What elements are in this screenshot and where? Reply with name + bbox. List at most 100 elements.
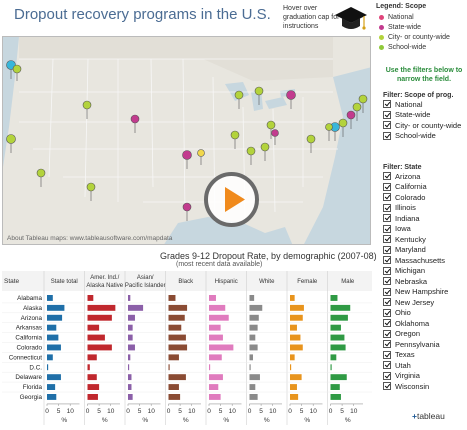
checkbox-checked-icon[interactable] (383, 100, 391, 109)
state-filter-option[interactable]: Oklahoma (383, 318, 467, 329)
state-filter-option[interactable]: Maryland (383, 245, 467, 256)
data-bar (47, 384, 56, 390)
tableau-logo[interactable]: +tableau (412, 411, 445, 421)
checkbox-checked-icon[interactable] (383, 277, 391, 286)
x-tick-label: 5 (57, 408, 61, 415)
checkbox-checked-icon[interactable] (383, 340, 391, 349)
x-tick-label: 5 (97, 408, 101, 415)
state-filter-option[interactable]: Oregon (383, 329, 467, 340)
state-filter-option[interactable]: Virginia (383, 371, 467, 382)
scope-filter-option[interactable]: State-wide (383, 110, 467, 121)
x-tick-label: 0 (329, 408, 333, 415)
state-filter-option[interactable]: New Jersey (383, 297, 467, 308)
play-icon (225, 187, 245, 212)
checkbox-checked-icon[interactable] (383, 214, 391, 223)
x-tick-label: 10 (310, 408, 318, 415)
data-bar (330, 334, 345, 341)
data-bar (128, 344, 135, 351)
state-filter-option[interactable]: Texas (383, 350, 467, 361)
filter-hint: Use the filters below to narrow the fiel… (385, 67, 463, 83)
checkbox-checked-icon[interactable] (383, 110, 391, 119)
checkbox-checked-icon[interactable] (383, 382, 391, 391)
checkbox-checked-icon[interactable] (383, 350, 391, 359)
scope-filter-option[interactable]: City- or county-wide (383, 120, 467, 131)
checkbox-checked-icon[interactable] (383, 319, 391, 328)
scope-filter-option[interactable]: School-wide (383, 131, 467, 142)
data-bar (290, 374, 302, 381)
state-filter-option[interactable]: Illinois (383, 203, 467, 214)
x-axis-unit: % (304, 417, 310, 424)
data-bar (290, 334, 301, 341)
series-header-label: Asian/ (137, 275, 154, 281)
program-map[interactable]: About Tableau maps: www.tableausoftware.… (2, 36, 371, 245)
scope-option-label: National (395, 99, 423, 109)
x-tick-label: 10 (269, 408, 277, 415)
state-filter-option[interactable]: Ohio (383, 308, 467, 319)
data-bar (249, 354, 253, 361)
state-row-label: Alaska (23, 305, 42, 312)
checkbox-checked-icon[interactable] (383, 193, 391, 202)
checkbox-checked-icon[interactable] (383, 245, 391, 254)
data-bar (330, 304, 351, 311)
state-filter-option[interactable]: Iowa (383, 224, 467, 235)
state-filter-option[interactable]: Arizona (383, 171, 467, 182)
data-bar (47, 364, 49, 371)
data-bar (209, 324, 221, 331)
data-bar (290, 304, 304, 311)
state-filter-option[interactable]: Utah (383, 360, 467, 371)
state-filter-option[interactable]: Massachusetts (383, 255, 467, 266)
state-option-label: Maryland (395, 245, 426, 255)
data-bar (47, 344, 61, 351)
state-filter-option[interactable]: Michigan (383, 266, 467, 277)
legend-title: Legend: Scope (376, 3, 427, 10)
data-bar (209, 314, 229, 321)
checkbox-checked-icon[interactable] (383, 224, 391, 233)
state-filter-option[interactable]: Wisconsin (383, 381, 467, 392)
data-bar (330, 295, 338, 301)
state-filter-option[interactable]: New Hampshire (383, 287, 467, 298)
scope-legend: Legend: Scope National State-wide City- … (376, 3, 467, 52)
state-filter-option[interactable]: Indiana (383, 213, 467, 224)
state-filter-option[interactable]: Pennsylvania (383, 339, 467, 350)
state-option-label: Illinois (395, 203, 416, 213)
checkbox-checked-icon[interactable] (383, 235, 391, 244)
state-option-label: New Hampshire (395, 287, 449, 297)
map-credit-link[interactable]: About Tableau maps: www.tableausoftware.… (7, 235, 173, 242)
state-filter-option[interactable]: Kentucky (383, 234, 467, 245)
data-bar (330, 384, 340, 390)
state-filter-option[interactable]: Nebraska (383, 276, 467, 287)
checkbox-checked-icon[interactable] (383, 329, 391, 338)
state-filter-title: Filter: State (383, 164, 422, 171)
x-tick-label: 5 (219, 408, 223, 415)
checkbox-checked-icon[interactable] (383, 172, 391, 181)
checkbox-checked-icon[interactable] (383, 266, 391, 275)
x-tick-label: 10 (107, 408, 115, 415)
checkbox-checked-icon[interactable] (383, 361, 391, 370)
checkbox-checked-icon[interactable] (383, 121, 391, 130)
series-header-label: Alaska Native (86, 283, 123, 289)
checkbox-checked-icon[interactable] (383, 131, 391, 140)
data-bar (290, 314, 303, 321)
state-filter-option[interactable]: California (383, 182, 467, 193)
graduation-cap-icon[interactable] (334, 4, 368, 34)
checkbox-checked-icon[interactable] (383, 256, 391, 265)
state-option-label: Ohio (395, 308, 411, 318)
state-filter-option[interactable]: Colorado (383, 192, 467, 203)
data-bar (128, 354, 131, 361)
state-option-label: Colorado (395, 192, 426, 202)
series-header-label: Hispanic (215, 279, 238, 285)
play-button[interactable] (204, 172, 259, 227)
data-bar (128, 334, 133, 341)
checkbox-checked-icon[interactable] (383, 203, 391, 212)
scope-filter: Filter: Scope of prog. National State-wid… (383, 92, 467, 141)
scope-filter-option[interactable]: National (383, 99, 467, 110)
checkbox-checked-icon[interactable] (383, 298, 391, 307)
data-bar (128, 314, 135, 321)
checkbox-checked-icon[interactable] (383, 287, 391, 296)
checkbox-checked-icon[interactable] (383, 371, 391, 380)
checkbox-checked-icon[interactable] (383, 308, 391, 317)
checkbox-checked-icon[interactable] (383, 182, 391, 191)
data-bar (87, 354, 97, 361)
state-option-label: Kentucky (395, 234, 426, 244)
x-axis-unit: % (345, 417, 351, 424)
